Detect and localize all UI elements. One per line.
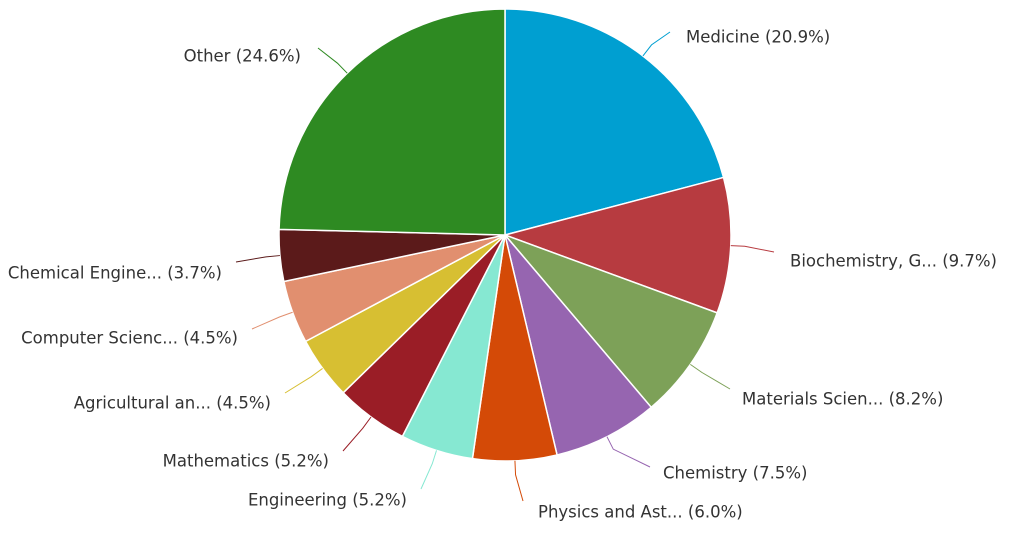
slice-label: Chemistry (7.5%) bbox=[663, 464, 807, 483]
leader-line bbox=[642, 31, 671, 57]
leader-line bbox=[420, 450, 437, 490]
leader-line bbox=[730, 245, 775, 253]
leader-line bbox=[514, 460, 524, 502]
leader-line bbox=[606, 436, 651, 468]
leader-line bbox=[342, 416, 372, 452]
slice-label: Mathematics (5.2%) bbox=[163, 452, 329, 471]
slice-label: Medicine (20.9%) bbox=[686, 28, 830, 47]
pie-slice-medicine[interactable] bbox=[504, 8, 725, 236]
pie-slices bbox=[278, 8, 732, 462]
leader-lines bbox=[235, 31, 775, 502]
leader-line bbox=[690, 363, 731, 390]
pie-slice-other[interactable] bbox=[278, 8, 506, 236]
leader-line bbox=[251, 311, 293, 330]
leader-line bbox=[235, 255, 280, 263]
slice-label: Chemical Engine... (3.7%) bbox=[8, 264, 222, 283]
slice-labels: Medicine (20.9%) Biochemistry, G... (9.7%… bbox=[8, 28, 997, 522]
pie-slice-biochemistry-g[interactable] bbox=[504, 176, 732, 314]
pie-slice-chemistry[interactable] bbox=[504, 234, 652, 456]
slice-label: Agricultural an... (4.5%) bbox=[74, 394, 271, 413]
slice-label: Other (24.6%) bbox=[184, 47, 301, 66]
slice-label: Computer Scienc... (4.5%) bbox=[21, 329, 238, 348]
leader-line bbox=[284, 368, 323, 394]
slice-label: Physics and Ast... (6.0%) bbox=[538, 503, 743, 522]
slice-label: Engineering (5.2%) bbox=[248, 491, 407, 510]
slice-label: Biochemistry, G... (9.7%) bbox=[790, 252, 997, 271]
slice-label: Materials Scien... (8.2%) bbox=[742, 390, 943, 409]
leader-line bbox=[317, 47, 348, 74]
